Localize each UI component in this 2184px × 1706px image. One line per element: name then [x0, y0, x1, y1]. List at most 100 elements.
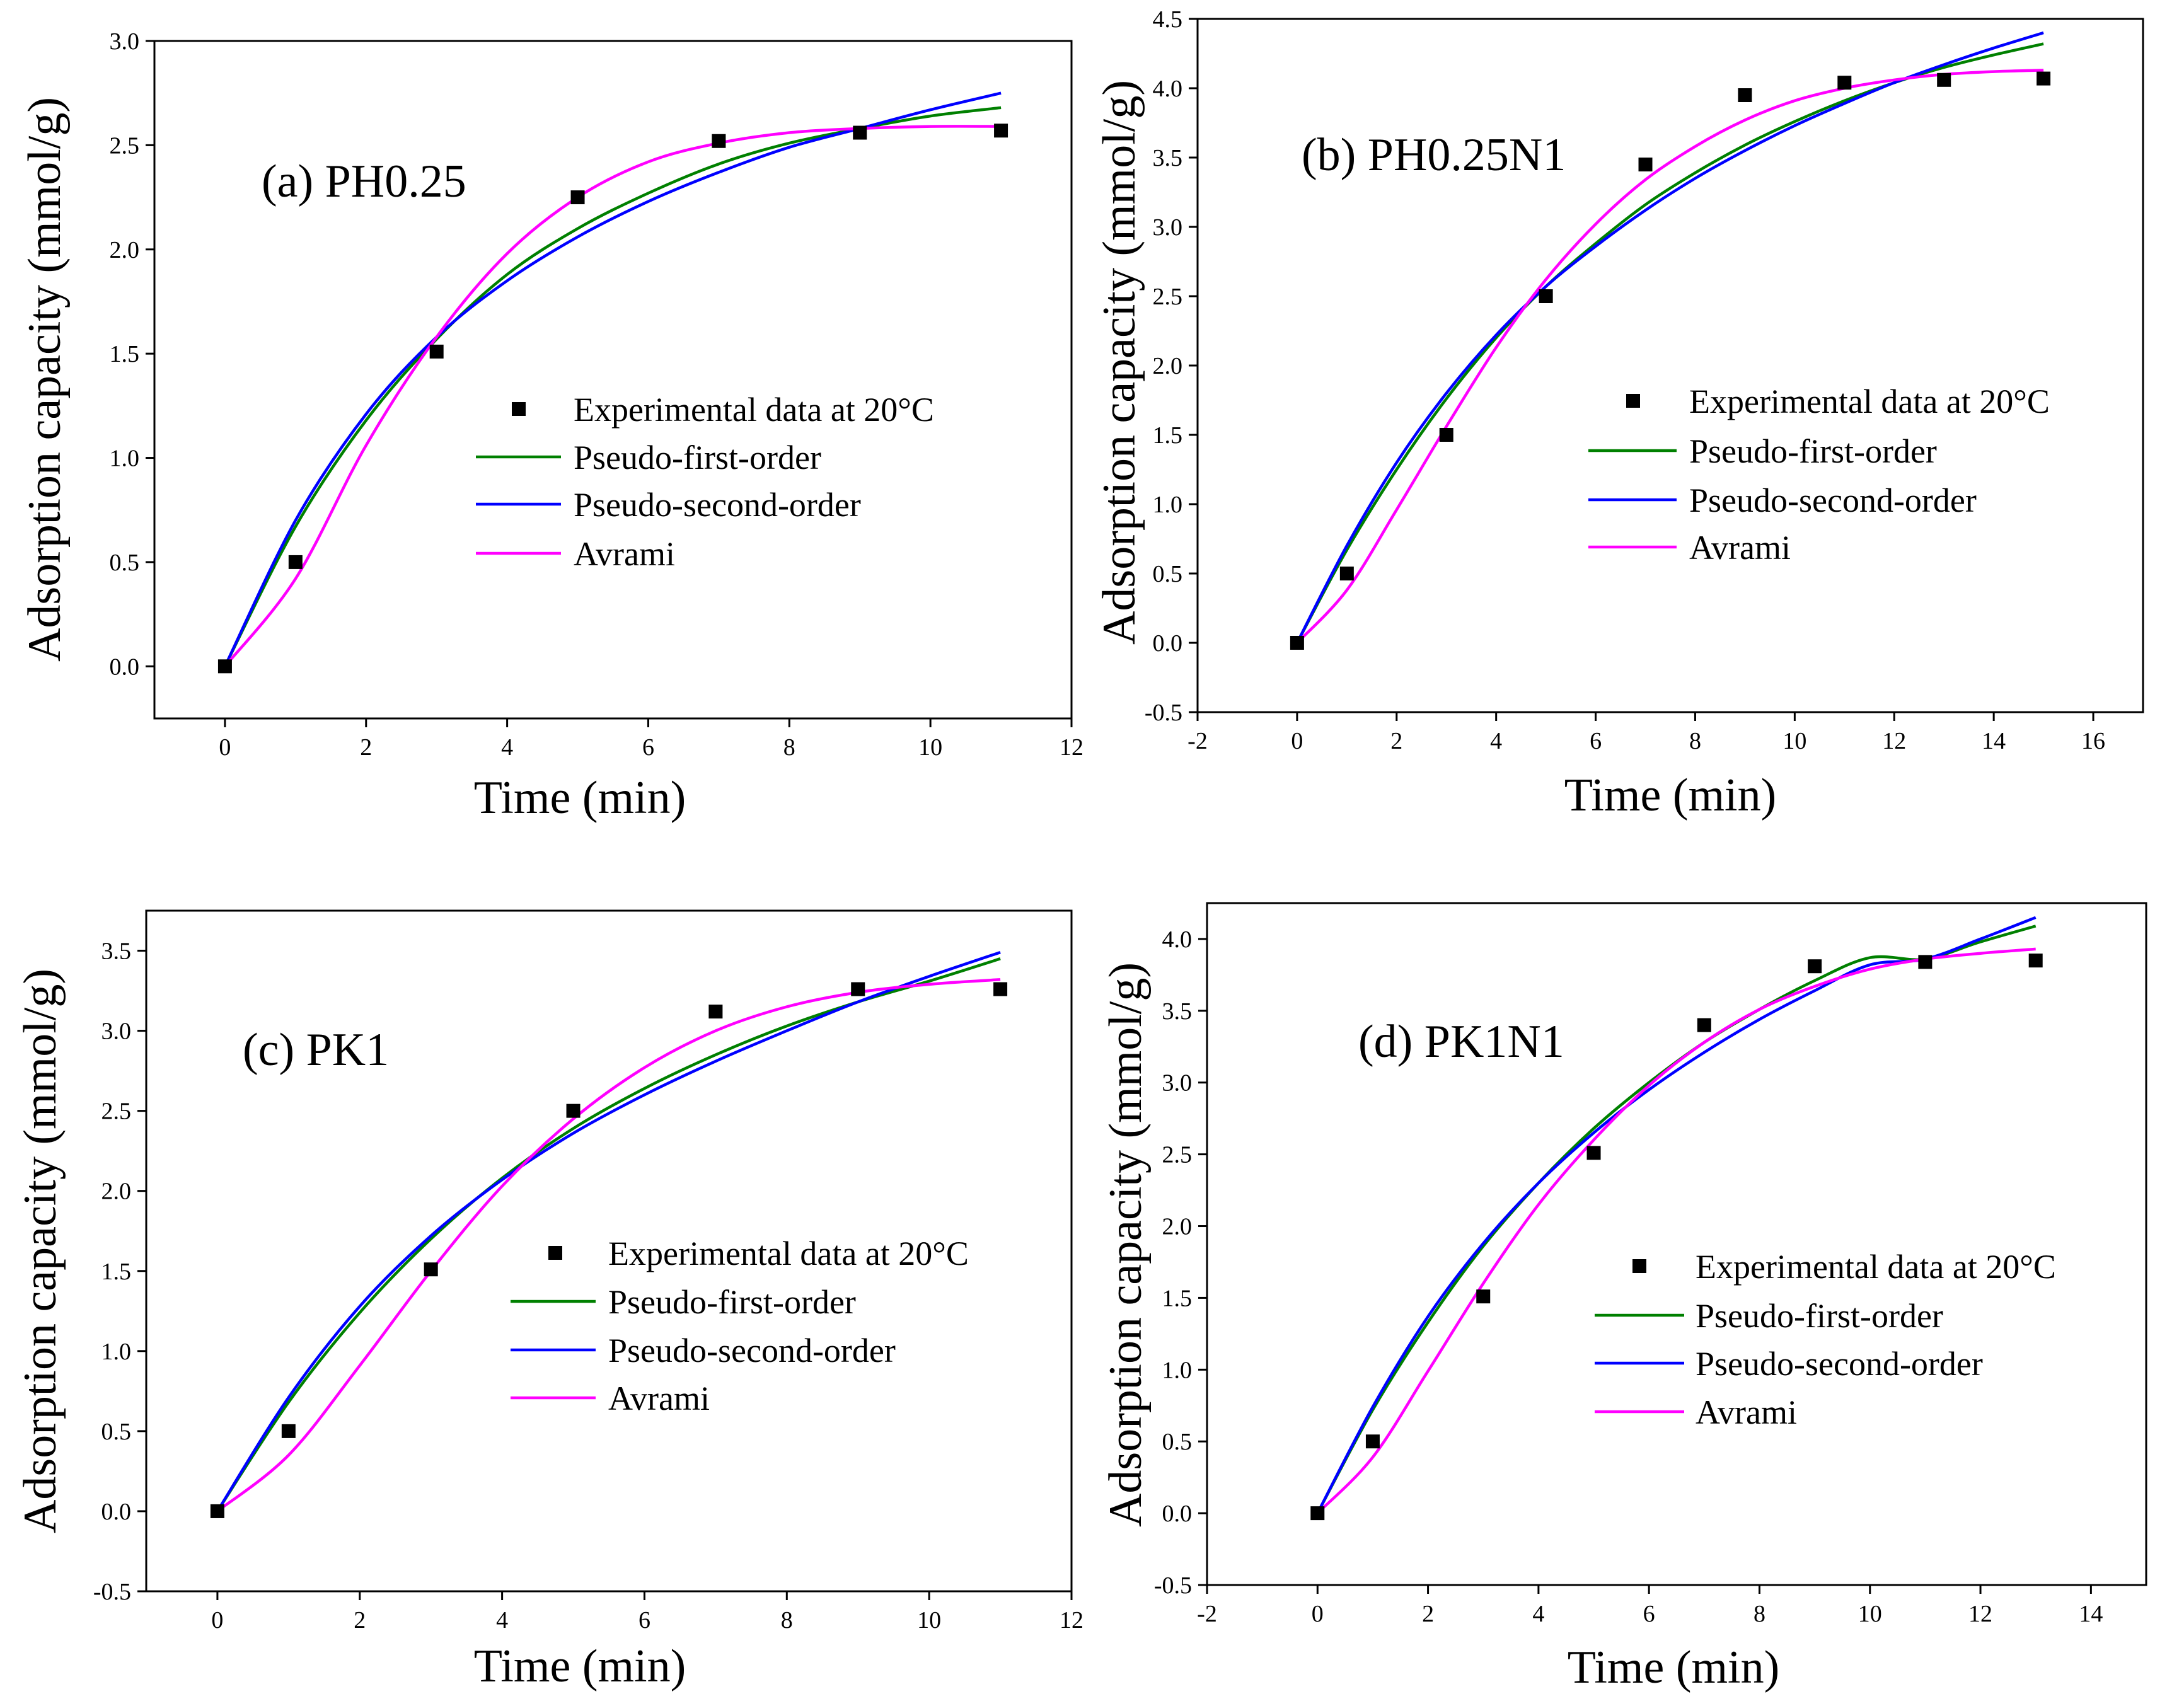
- x-tick-label: 6: [638, 1607, 650, 1634]
- series-line-pseudo-second-order: [1295, 31, 2044, 644]
- y-tick-label: 4.0: [1162, 926, 1193, 953]
- x-tick-label: -2: [1197, 1601, 1217, 1627]
- legend-label-avrami: Avrami: [574, 535, 675, 573]
- y-tick-label: 4.0: [1153, 76, 1183, 102]
- legend: Experimental data at 20°C Pseudo-first-o…: [476, 391, 934, 573]
- x-tick-label: 10: [917, 1607, 941, 1634]
- x-tick-label: 4: [496, 1607, 508, 1634]
- data-point: [712, 134, 726, 148]
- x-tick-label: 12: [1968, 1601, 1992, 1627]
- y-axis-title: Adsorption capacity (mmol/g): [1094, 80, 1145, 645]
- x-tick-label: 0: [1291, 728, 1303, 754]
- y-tick-label: 1.0: [1162, 1357, 1193, 1383]
- legend-label-second-order: Pseudo-second-order: [608, 1332, 896, 1369]
- x-tick-label: 0: [1312, 1601, 1324, 1627]
- plot-frame: [153, 40, 1073, 720]
- y-tick-label: 3.5: [101, 938, 132, 965]
- data-point: [1937, 72, 1951, 87]
- data-point: [210, 1504, 224, 1518]
- chart-marks: [1310, 916, 2043, 1521]
- x-tick-label: 2: [354, 1607, 366, 1634]
- legend-label-experimental: Experimental data at 20°C: [1696, 1248, 2056, 1286]
- legend-marker-points: [1632, 1259, 1646, 1273]
- panel-a: 0 2 4 6 8 10 12 0.0 0.5 1.0 1.5 2.0 2.5 3.0 (a) PH0.2…: [19, 28, 1083, 824]
- legend-label-first-order: Pseudo-first-order: [574, 439, 821, 476]
- y-tick-label: 0.0: [1153, 630, 1183, 657]
- legend-label-experimental: Experimental data at 20°C: [1689, 383, 2050, 420]
- tick-labels: 0 2 4 6 8 10 12 -0.5 0.0 0.5 1.0 1.5 2.0 2.5 3.0 3.5: [93, 938, 1083, 1634]
- y-tick-label: 2.5: [110, 132, 140, 159]
- x-tick-label: 14: [1982, 728, 2006, 754]
- series-line-avrami: [1296, 69, 2044, 644]
- x-axis-title: Time (min): [1564, 769, 1776, 821]
- x-tick-label: 8: [783, 734, 795, 761]
- data-point: [1918, 955, 1933, 969]
- series-line-pseudo-second-order: [1316, 916, 2037, 1514]
- x-tick-label: 12: [1060, 734, 1083, 761]
- plot-frame: [145, 909, 1073, 1593]
- y-tick-label: 3.0: [1162, 1070, 1193, 1097]
- legend-label-first-order: Pseudo-first-order: [1696, 1297, 1943, 1335]
- y-tick-label: 2.0: [1153, 353, 1183, 379]
- y-tick-label: 0.0: [1162, 1501, 1193, 1527]
- data-point: [566, 1104, 581, 1118]
- x-tick-label: 10: [918, 734, 942, 761]
- data-point: [1476, 1289, 1491, 1304]
- data-point: [1697, 1018, 1711, 1032]
- data-point: [424, 1262, 438, 1277]
- chart-marks: [1290, 31, 2051, 650]
- x-tick-label: 0: [211, 1607, 223, 1634]
- y-tick-label: 2.5: [101, 1098, 132, 1125]
- data-point: [2037, 71, 2051, 86]
- y-tick-label: 1.5: [101, 1259, 132, 1285]
- panel-label: (b) PH0.25N1: [1302, 129, 1566, 181]
- data-point: [2028, 954, 2043, 968]
- legend-label-experimental: Experimental data at 20°C: [608, 1235, 969, 1272]
- y-tick-label: 1.0: [1153, 492, 1183, 518]
- x-tick-label: 4: [1532, 1601, 1544, 1627]
- y-tick-label: 3.5: [1162, 998, 1193, 1025]
- y-tick-label: 3.0: [1153, 214, 1183, 241]
- x-tick-label: 6: [1590, 728, 1602, 754]
- data-point: [1738, 88, 1752, 102]
- y-tick-label: 0.0: [110, 654, 140, 680]
- y-tick-label: 2.0: [101, 1179, 132, 1205]
- data-point: [1808, 959, 1822, 974]
- data-point: [1638, 158, 1653, 171]
- y-tick-label: 1.5: [1162, 1285, 1193, 1311]
- data-point: [994, 124, 1008, 138]
- legend-label-avrami: Avrami: [1696, 1393, 1797, 1431]
- y-tick-label: 1.0: [110, 446, 140, 472]
- legend-label-experimental: Experimental data at 20°C: [574, 391, 934, 429]
- x-tick-label: 2: [1390, 728, 1402, 754]
- data-point: [1439, 428, 1453, 442]
- panel-label: (c) PK1: [243, 1024, 389, 1076]
- legend-label-avrami: Avrami: [1689, 529, 1791, 567]
- legend-label-avrami: Avrami: [608, 1380, 710, 1417]
- x-tick-label: 14: [2079, 1601, 2103, 1627]
- y-tick-label: 0.5: [110, 550, 140, 576]
- series-line-pseudo-first-order: [1316, 925, 2037, 1514]
- x-tick-label: -2: [1187, 728, 1208, 754]
- data-point: [1837, 76, 1852, 90]
- y-tick-label: -0.5: [1154, 1572, 1192, 1599]
- data-point: [570, 190, 585, 205]
- x-tick-label: 8: [781, 1607, 793, 1634]
- y-tick-label: 0.5: [1153, 561, 1183, 587]
- data-point: [281, 1424, 296, 1438]
- y-axis-title: Adsorption capacity (mmol/g): [19, 97, 71, 662]
- legend-label-first-order: Pseudo-first-order: [608, 1283, 856, 1321]
- y-tick-label: -0.5: [93, 1579, 131, 1605]
- panel-d: -2 0 2 4 6 8 10 12 14 -0.5 0.0 0.5 1.0 1.5 2.0 2.5 3.0 3.…: [1100, 902, 2147, 1693]
- x-tick-label: 12: [1882, 728, 1906, 754]
- x-tick-label: 10: [1858, 1601, 1882, 1627]
- y-tick-label: 3.5: [1153, 145, 1183, 171]
- legend: Experimental data at 20°C Pseudo-first-o…: [1595, 1248, 2056, 1431]
- data-point: [1290, 636, 1304, 650]
- y-tick-label: 0.5: [1162, 1429, 1193, 1455]
- x-tick-label: 0: [219, 734, 231, 761]
- x-axis-title: Time (min): [474, 772, 686, 824]
- legend-label-second-order: Pseudo-second-order: [574, 486, 861, 524]
- data-point: [217, 659, 232, 674]
- y-tick-label: -0.5: [1145, 700, 1182, 726]
